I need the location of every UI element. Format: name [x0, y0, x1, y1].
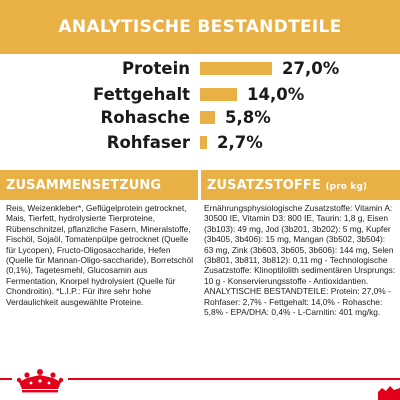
analysis-row-rohfaser: Rohfaser 2,7% [0, 131, 400, 155]
analysis-value-protein: 27,0% [282, 59, 340, 78]
additives-header: ZUSATZSTOFFE (pro kg) [201, 170, 400, 200]
analysis-label-protein: Protein [121, 59, 190, 78]
analysis-chart: Protein 27,0% Fettgehalt 14,0% Rohasche … [0, 0, 400, 170]
analysis-row-protein: Protein 27,0% [0, 57, 400, 81]
crown-corner-icon [378, 386, 400, 400]
analysis-value-rohfaser: 2,7% [217, 133, 263, 152]
analysis-row-rohasche: Rohasche 5,8% [0, 106, 400, 130]
analysis-value-rohasche: 5,8% [225, 108, 271, 127]
composition-title: ZUSAMMENSETZUNG [6, 177, 162, 193]
analysis-row-fettgehalt: Fettgehalt 14,0% [0, 83, 400, 107]
royal-canin-crown-logo [16, 369, 64, 393]
analysis-label-fettgehalt: Fettgehalt [93, 85, 190, 104]
analysis-bar-fettgehalt [200, 88, 237, 101]
composition-text: Reis, Weizenkleber*, Geflügelprotein get… [6, 203, 194, 307]
additives-title: ZUSATZSTOFFE [207, 177, 321, 193]
title-band: ANALYTISCHE BESTANDTEILE [0, 0, 400, 54]
footer-divider [0, 378, 400, 380]
additives-title-wrap: ZUSATZSTOFFE (pro kg) [207, 178, 367, 193]
additives-unit: (pro kg) [325, 181, 368, 192]
section-title: ANALYTISCHE BESTANDTEILE [58, 17, 342, 37]
analysis-label-rohasche: Rohasche [100, 108, 190, 127]
analysis-bar-rohasche [200, 111, 215, 124]
analysis-bar-protein [200, 62, 272, 75]
analysis-bar-rohfaser [200, 136, 207, 149]
additives-text: Ernährungsphysiologische Zusatzstoffe: V… [204, 203, 396, 318]
analysis-label-rohfaser: Rohfaser [106, 133, 190, 152]
composition-header: ZUSAMMENSETZUNG [0, 170, 198, 200]
analysis-value-fettgehalt: 14,0% [247, 85, 305, 104]
